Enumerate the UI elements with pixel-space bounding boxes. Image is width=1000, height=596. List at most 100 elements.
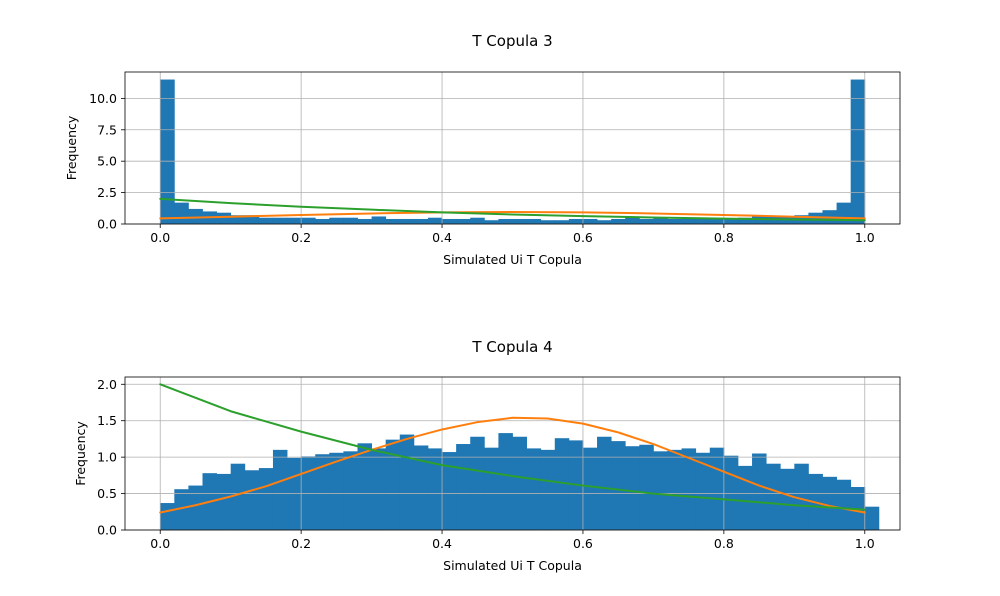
histogram-bar: [695, 452, 711, 530]
histogram-bar: [216, 473, 232, 530]
histogram-bar: [568, 218, 584, 224]
histogram-bar: [315, 218, 330, 224]
histogram-bar: [597, 220, 612, 224]
plot-frame: [124, 71, 901, 225]
histogram-bar: [329, 217, 344, 224]
histogram-bar: [611, 218, 626, 224]
histogram-bar: [427, 217, 443, 224]
histogram-bar: [484, 220, 499, 224]
chart-title: T Copula 4: [471, 338, 552, 356]
x-tick-label: 0.2: [291, 230, 311, 245]
histogram-bar: [540, 449, 556, 530]
histogram-bar: [864, 506, 880, 530]
histogram-bar: [385, 439, 401, 530]
histogram-bar: [808, 212, 823, 224]
chart-panel-2: 0.0 0.2 0.4 0.6 0.8 1.0 0.0 0.5 1.0 1.5 2.0 T Copul…: [73, 338, 901, 573]
histogram-bar: [540, 220, 556, 224]
histogram-bar: [625, 216, 640, 224]
histogram-bar: [582, 218, 598, 224]
x-tick-label: 1.0: [855, 536, 875, 551]
y-tick-label: 7.5: [97, 122, 117, 137]
histogram-bar: [822, 476, 837, 530]
y-tick-label: 10.0: [89, 91, 117, 106]
histogram-bar: [371, 448, 387, 530]
histogram-bar: [160, 503, 175, 530]
x-tick-label: 0.0: [150, 230, 170, 245]
histogram-bar: [597, 436, 612, 530]
histogram-bar: [272, 449, 288, 530]
histogram-bar: [160, 79, 175, 224]
plot-frame: [124, 376, 901, 531]
histogram-bar: [244, 215, 260, 224]
histogram-bar: [357, 218, 372, 224]
histogram-bar: [244, 470, 260, 530]
histogram-bar: [272, 217, 288, 224]
histogram-bar: [315, 454, 330, 530]
x-tick-label: 0.4: [432, 230, 452, 245]
histogram-bar: [836, 479, 852, 530]
histogram-bar: [399, 434, 415, 530]
histogram-bar: [526, 218, 542, 224]
histogram-bar: [413, 218, 429, 224]
histogram-bar: [766, 216, 781, 224]
histogram-bar: [258, 217, 274, 224]
histogram-bar: [456, 218, 471, 224]
histogram-bar: [723, 455, 739, 530]
histogram-bar: [667, 218, 682, 224]
histogram-bar: [850, 79, 866, 224]
orange-density-curve: [159, 416, 866, 514]
histogram-bar: [456, 444, 471, 530]
histogram-bar: [427, 448, 443, 530]
y-tick-label: 2.5: [97, 185, 117, 200]
histogram-bars: [160, 79, 866, 224]
histogram-bar: [329, 452, 344, 530]
histogram-bar: [709, 218, 725, 224]
histogram-bar: [498, 218, 513, 224]
x-axis-label: Simulated Ui T Copula: [443, 252, 582, 267]
green-density-curve: [159, 383, 866, 511]
histogram-bar: [681, 448, 697, 530]
histogram-bar: [498, 433, 513, 530]
histogram-bar: [709, 447, 725, 530]
histogram-bar: [639, 218, 654, 224]
histogram-bar: [554, 438, 570, 530]
x-tick-label: 0.8: [714, 536, 734, 551]
histogram-bar: [723, 218, 739, 224]
y-axis-label: Frequency: [64, 115, 79, 180]
histogram-bar: [357, 443, 372, 530]
histogram-bar: [174, 202, 189, 224]
histogram-bar: [470, 217, 485, 224]
y-tick-label: 1.0: [97, 450, 117, 465]
histogram-bar: [230, 463, 246, 530]
histogram-bar: [512, 218, 527, 224]
y-tick-label: 5.0: [97, 154, 117, 169]
x-tick-label: 0.0: [150, 536, 170, 551]
y-tick-label: 0.0: [97, 217, 117, 232]
y-tick-label: 2.0: [97, 377, 117, 392]
histogram-bar: [216, 212, 232, 224]
histogram-bar: [752, 216, 767, 224]
histogram-bar: [343, 217, 358, 224]
histogram-bar: [695, 218, 711, 224]
x-tick-label: 1.0: [855, 230, 875, 245]
histogram-bar: [625, 446, 640, 530]
green-density-curve: [159, 197, 866, 222]
histogram-bar: [582, 447, 598, 530]
chart-title: T Copula 3: [471, 32, 552, 50]
x-axis-label: Simulated Ui T Copula: [443, 558, 582, 573]
histogram-bar: [399, 218, 415, 224]
y-axis-label: Frequency: [73, 421, 88, 486]
histogram-bar: [681, 217, 697, 224]
histogram-bar: [766, 463, 781, 530]
chart-panel-1: 0.0 0.2 0.4 0.6 0.8 1.0 0.0 2.5 5.0 7.5 10.0 T Copu…: [64, 32, 901, 267]
histogram-bar: [230, 215, 246, 224]
histogram-bar: [752, 453, 767, 530]
x-tick-label: 0.6: [573, 536, 593, 551]
histogram-bar: [385, 218, 401, 224]
histogram-bar: [780, 468, 795, 530]
histogram-bar: [512, 436, 527, 530]
x-tick-label: 0.8: [714, 230, 734, 245]
histogram-bars: [160, 433, 880, 530]
grid-lines: [125, 72, 900, 225]
histogram-bar: [301, 217, 316, 224]
